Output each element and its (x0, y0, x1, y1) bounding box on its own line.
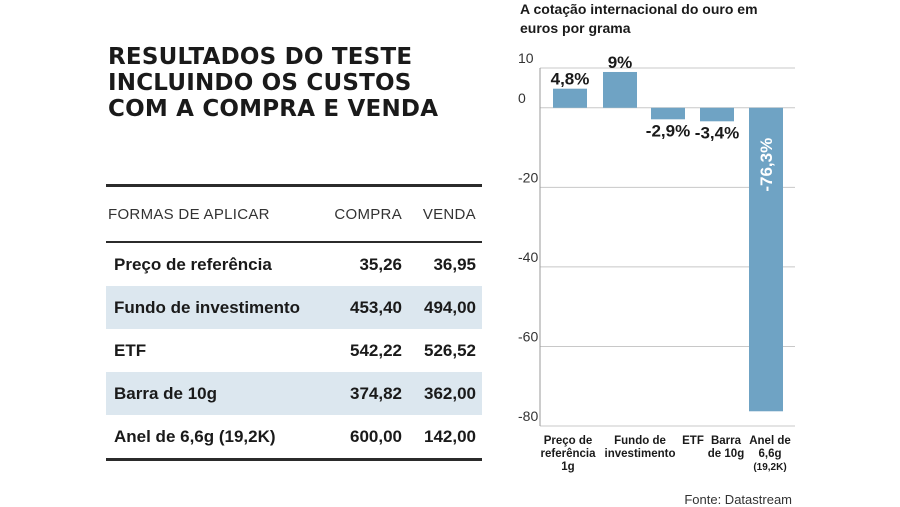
category-label: Fundo de (614, 435, 666, 447)
y-tick-label: -80 (518, 408, 538, 424)
data-label: -76,3% (757, 138, 776, 192)
row-compra: 374,82 (350, 383, 402, 403)
y-tick-label: 0 (518, 90, 526, 106)
chart-title-line-2: euros por grama (520, 20, 631, 36)
row-venda: 494,00 (424, 297, 476, 317)
category-label: 1g (561, 461, 574, 473)
headline-line-1: RESULTADOS DO TESTE (108, 44, 413, 70)
row-name: Preço de referência (114, 254, 272, 274)
table-row: Fundo de investimento 453,40 494,00 (106, 286, 482, 329)
bar (749, 107, 783, 412)
headline-line-2: INCLUINDO OS CUSTOS (108, 70, 412, 96)
category-label: investimento (605, 448, 676, 460)
bar (700, 107, 734, 122)
row-compra: 453,40 (350, 297, 402, 317)
category-label: (19,2K) (753, 462, 786, 473)
data-label: -2,9% (646, 121, 690, 140)
row-venda: 526,52 (424, 340, 476, 360)
source-note: Fonte: Datastream (684, 492, 792, 507)
row-name: Barra de 10g (114, 383, 217, 403)
row-compra: 542,22 (350, 340, 402, 360)
table-header: FORMAS DE APLICAR COMPRA VENDA (106, 187, 482, 243)
y-tick-label: 10 (518, 50, 534, 66)
bar (651, 107, 685, 120)
data-label: -3,4% (695, 123, 739, 142)
y-tick-label: -60 (518, 328, 538, 344)
y-tick-label: -20 (518, 169, 538, 185)
bar (553, 88, 587, 108)
bar (603, 71, 637, 108)
category-label: de 10g (708, 448, 744, 460)
category-label: Anel de (749, 435, 791, 447)
row-venda: 142,00 (424, 426, 476, 446)
table-row: ETF 542,22 526,52 (106, 329, 482, 372)
header-formas: FORMAS DE APLICAR (108, 205, 270, 223)
headline-line-3: COM A COMPRA E VENDA (108, 96, 439, 122)
table-row: Anel de 6,6g (19,2K) 600,00 142,00 (106, 415, 482, 458)
row-name: ETF (114, 340, 147, 360)
category-label: Preço de (544, 435, 593, 447)
row-venda: 362,00 (424, 383, 476, 403)
chart-title: A cotação internacional do ouro em euros… (520, 0, 820, 38)
category-label: ETF (682, 435, 704, 447)
row-venda: 36,95 (433, 254, 476, 274)
row-name: Anel de 6,6g (19,2K) (114, 426, 276, 446)
results-table: FORMAS DE APLICAR COMPRA VENDA Preço de … (106, 184, 482, 461)
row-compra: 35,26 (359, 254, 402, 274)
header-compra: COMPRA (334, 205, 402, 223)
category-label: referência (541, 448, 597, 460)
row-compra: 600,00 (350, 426, 402, 446)
chart-title-line-1: A cotação internacional do ouro em (520, 1, 758, 17)
table-row: Barra de 10g 374,82 362,00 (106, 372, 482, 415)
headline: RESULTADOS DO TESTE INCLUINDO OS CUSTOS … (108, 44, 488, 122)
category-label: Barra (711, 435, 742, 447)
header-venda: VENDA (422, 205, 476, 223)
data-label: 9% (608, 53, 633, 72)
category-label: 6,6g (758, 448, 781, 460)
y-tick-label: -40 (518, 249, 538, 265)
row-name: Fundo de investimento (114, 297, 301, 317)
table-row: Preço de referência 35,26 36,95 (106, 243, 482, 286)
data-label: 4,8% (551, 70, 590, 89)
